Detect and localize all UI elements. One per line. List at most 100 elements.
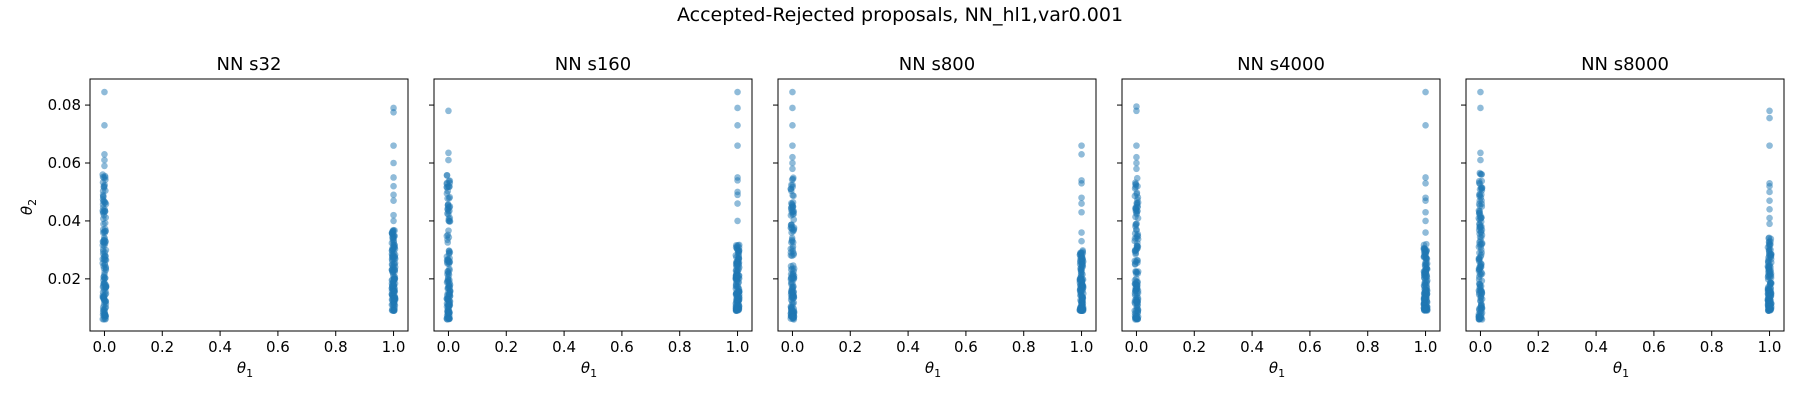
data-point — [734, 278, 742, 286]
data-point — [444, 273, 452, 281]
x-tick-label: 0.0 — [437, 338, 461, 356]
data-point — [1132, 249, 1140, 257]
data-point — [1764, 284, 1772, 291]
data-point — [444, 195, 451, 202]
data-point — [1422, 208, 1429, 216]
data-point — [444, 301, 452, 308]
data-point — [1078, 151, 1085, 158]
x-tick-label: 0.4 — [1584, 338, 1608, 356]
data-point — [445, 295, 452, 303]
data-point — [734, 191, 741, 199]
data-point — [443, 190, 451, 197]
data-point — [1076, 275, 1084, 283]
data-point — [1078, 269, 1085, 276]
x-tick-label: 0.4 — [896, 338, 920, 356]
data-point — [787, 245, 795, 253]
data-point — [1134, 270, 1142, 277]
x-tick-label: 1.0 — [382, 338, 406, 356]
x-axis-label: θ1 — [1613, 359, 1629, 380]
x-tick-label: 0.8 — [324, 338, 348, 356]
x-axis-label: θ1 — [1269, 359, 1285, 380]
panel-title: NN s4000 — [1237, 54, 1325, 75]
data-point — [1478, 184, 1486, 191]
data-point — [1077, 250, 1085, 257]
data-point — [1478, 300, 1485, 308]
data-point — [1078, 200, 1085, 207]
x-tick-label: 0.6 — [266, 338, 290, 356]
data-point — [389, 276, 396, 284]
data-point — [1478, 269, 1485, 276]
x-tick-label: 1.0 — [1758, 338, 1782, 356]
data-point — [1079, 261, 1086, 269]
data-point — [788, 236, 796, 244]
data-point — [101, 235, 109, 243]
x-tick-label: 0.4 — [208, 338, 232, 356]
data-point — [787, 221, 795, 229]
data-point — [389, 245, 396, 252]
data-point — [445, 290, 453, 297]
panel-4: NN s4000 0.0 0.2 0.4 0.6 0.8 1.0 θ1 — [1117, 54, 1441, 380]
data-point — [789, 159, 796, 167]
data-point — [1764, 276, 1772, 283]
data-point — [1132, 204, 1140, 211]
data-point — [391, 255, 398, 263]
data-point — [789, 153, 796, 161]
data-point — [101, 174, 109, 181]
panel-title: NN s32 — [217, 54, 282, 75]
data-point — [788, 229, 795, 236]
x-tick-label: 1.0 — [1070, 338, 1094, 356]
data-point — [100, 265, 108, 272]
panel-title: NN s800 — [899, 54, 975, 75]
data-point — [1423, 260, 1431, 267]
data-point — [732, 306, 740, 314]
data-point — [1423, 278, 1430, 285]
data-point — [1422, 174, 1429, 181]
x-tick-label: 0.8 — [1700, 338, 1724, 356]
data-point — [390, 295, 397, 302]
data-point — [443, 256, 451, 264]
data-point — [1132, 307, 1140, 314]
data-point — [789, 88, 796, 96]
data-point — [1077, 305, 1085, 313]
data-point — [1766, 197, 1773, 204]
data-point — [1475, 280, 1483, 287]
data-point — [445, 149, 452, 157]
data-point — [1078, 293, 1086, 301]
data-point — [445, 315, 453, 322]
data-point — [390, 211, 397, 219]
data-point — [390, 109, 397, 116]
data-point — [1078, 142, 1085, 149]
data-point — [1475, 243, 1483, 251]
data-point — [1134, 233, 1142, 240]
data-point — [1476, 306, 1483, 314]
panel-title: NN s160 — [555, 54, 631, 75]
data-point — [735, 247, 743, 254]
data-point — [734, 122, 741, 129]
data-point — [1131, 299, 1139, 306]
data-point — [1078, 237, 1085, 245]
x-tick-label: 0.8 — [1012, 338, 1036, 356]
data-point — [445, 204, 452, 211]
data-points — [1131, 88, 1431, 323]
x-tick-label: 0.8 — [1356, 338, 1380, 356]
data-point — [1476, 263, 1483, 271]
data-points — [99, 88, 399, 323]
data-points — [443, 88, 743, 323]
data-point — [1476, 191, 1483, 198]
data-point — [1421, 251, 1429, 259]
data-point — [102, 283, 110, 291]
x-tick-label: 1.0 — [1414, 338, 1438, 356]
data-point — [1423, 265, 1431, 273]
data-point — [787, 252, 795, 259]
data-point — [1475, 207, 1483, 214]
x-axis-label: θ1 — [237, 359, 253, 380]
data-point — [789, 174, 797, 181]
data-point — [734, 142, 741, 149]
data-point — [1767, 235, 1775, 243]
plot-frame — [1121, 78, 1441, 332]
data-point — [1478, 289, 1486, 297]
x-tick-label: 0.8 — [668, 338, 692, 356]
plot-frame — [89, 78, 409, 332]
x-tick-label: 0.6 — [954, 338, 978, 356]
data-point — [1422, 229, 1429, 236]
